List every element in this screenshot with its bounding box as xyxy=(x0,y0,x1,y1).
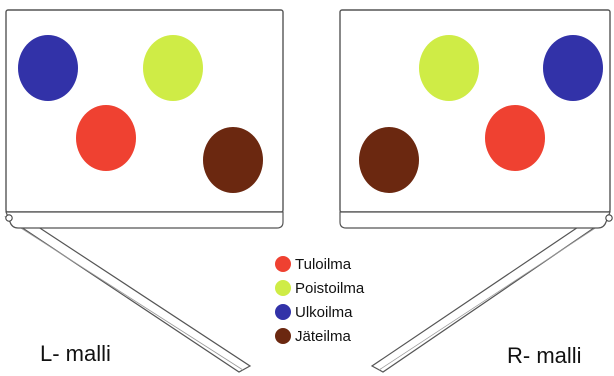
legend-label-outdoor: Ulkoilma xyxy=(295,304,353,321)
right-model-label: R- malli xyxy=(507,343,582,368)
right-exhaust-air-port xyxy=(359,127,419,193)
left-outdoor-air-port xyxy=(18,35,78,101)
left-extract-air-port xyxy=(143,35,203,101)
right-door-inner-edge xyxy=(378,222,604,371)
right-unit-base xyxy=(339,211,611,229)
right-unit xyxy=(339,9,613,373)
left-unit xyxy=(4,9,284,373)
left-unit-base xyxy=(5,211,284,229)
legend-label-supply: Tuloilma xyxy=(295,256,352,273)
left-exhaust-air-port xyxy=(203,127,263,193)
legend-label-extract: Poistoilma xyxy=(295,280,365,297)
legend-swatch-outdoor xyxy=(275,304,291,320)
right-supply-air-port xyxy=(485,105,545,171)
legend-swatch-extract xyxy=(275,280,291,296)
right-outdoor-air-port xyxy=(543,35,603,101)
right-hinge-icon xyxy=(605,214,613,222)
legend: Tuloilma Poistoilma Ulkoilma Jäteilma xyxy=(275,256,365,345)
left-supply-air-port xyxy=(76,105,136,171)
left-door-inner-edge xyxy=(12,222,244,371)
legend-swatch-supply xyxy=(275,256,291,272)
legend-label-exhaust: Jäteilma xyxy=(295,328,352,345)
left-hinge-icon xyxy=(5,214,13,222)
legend-swatch-exhaust xyxy=(275,328,291,344)
left-model-label: L- malli xyxy=(40,341,111,366)
right-extract-air-port xyxy=(419,35,479,101)
